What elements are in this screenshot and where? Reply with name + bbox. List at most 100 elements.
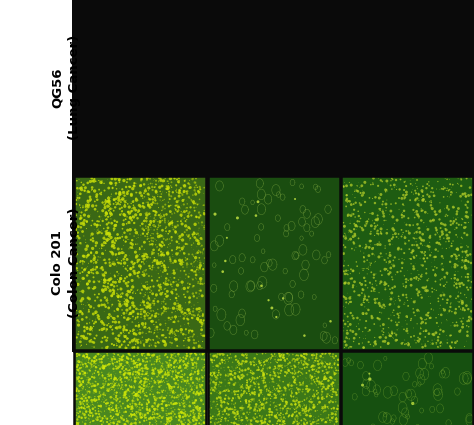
Point [207,390,215,397]
Point [159,206,167,212]
Point [437,302,444,309]
Point [415,191,422,198]
Point [365,245,373,252]
Point [292,417,300,424]
Point [416,336,423,343]
Point [106,381,113,388]
Point [107,412,115,419]
Point [101,375,109,382]
Point [447,184,455,190]
Point [188,359,196,366]
Point [124,201,131,207]
Point [316,399,323,405]
Point [129,422,137,425]
Point [339,208,347,215]
Point [166,243,174,249]
Point [259,369,267,376]
Point [255,384,263,391]
Point [91,358,98,365]
Point [132,371,139,378]
Point [209,369,217,376]
Point [96,384,104,391]
Point [197,275,204,282]
Point [256,360,264,366]
Point [171,376,178,383]
Point [106,365,114,371]
Point [389,225,397,232]
Point [110,353,118,360]
Point [140,302,148,309]
Point [289,385,296,392]
Point [435,284,442,291]
Point [409,267,417,274]
Point [148,277,155,284]
Point [113,408,121,415]
Point [247,421,255,425]
Point [244,383,252,390]
Point [269,389,276,396]
Point [157,368,165,375]
Point [246,376,253,383]
Point [151,259,159,266]
Point [231,402,238,409]
Point [437,343,444,349]
Point [322,359,329,366]
Point [82,225,90,232]
Point [110,308,118,314]
Point [453,338,461,345]
Point [331,371,338,378]
Point [195,189,203,196]
Point [157,286,165,292]
Point [169,224,177,230]
Point [383,259,390,266]
Point [115,394,123,401]
Point [73,385,81,392]
Point [453,319,460,326]
Point [174,186,182,193]
Point [133,408,141,415]
Point [179,197,187,204]
Point [188,350,195,357]
Point [159,369,166,376]
Point [192,410,200,416]
Point [169,354,176,361]
Point [295,359,302,366]
Point [111,273,118,280]
Point [251,389,258,396]
Point [342,299,350,306]
Point [225,388,233,394]
Point [172,400,179,406]
Point [164,178,171,184]
Point [443,337,451,343]
Point [218,395,225,402]
Point [129,198,137,205]
Point [156,359,164,366]
Point [375,232,383,239]
Point [78,209,85,216]
Point [103,326,110,333]
Point [148,300,156,306]
Point [149,175,157,182]
Point [131,416,139,422]
Point [434,230,441,236]
Point [83,320,91,327]
Point [76,308,84,315]
Point [175,235,183,242]
Point [465,306,472,312]
Point [102,260,109,266]
Point [257,350,264,357]
Point [191,423,198,425]
Point [323,414,331,421]
Point [165,185,173,192]
Point [170,390,178,397]
Point [197,416,204,423]
Point [191,368,199,375]
Point [243,421,250,425]
Point [423,255,431,261]
Point [83,254,91,261]
Point [285,368,292,374]
Point [90,311,97,317]
Point [260,371,267,378]
Point [392,200,400,207]
Point [125,403,132,410]
